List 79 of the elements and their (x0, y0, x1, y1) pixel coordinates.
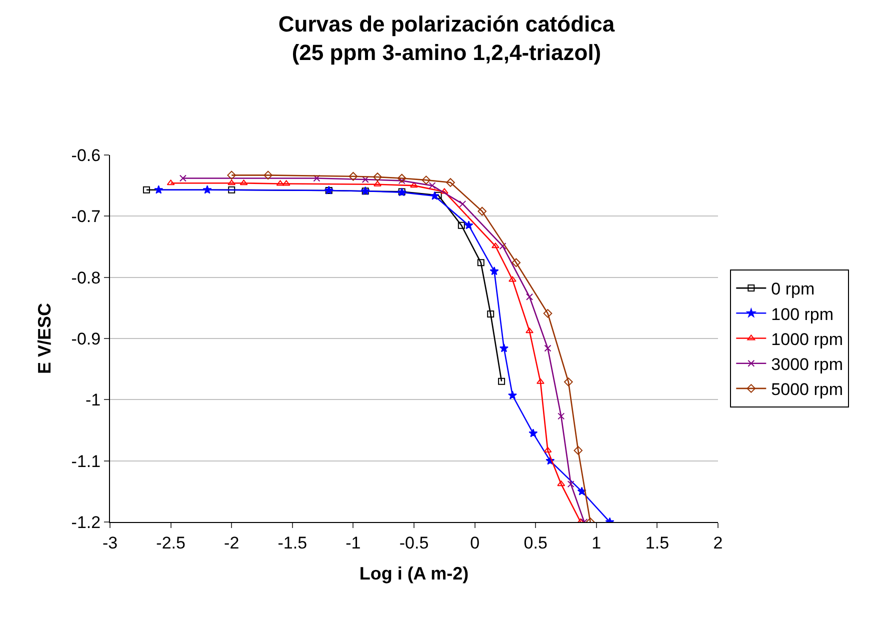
point (179, 174, 186, 182)
x-tick-label: -0.5 (399, 533, 429, 552)
point (422, 176, 431, 184)
y-axis-title: E V/ESC (34, 302, 55, 374)
x-tick-label: -2 (224, 533, 240, 552)
point (373, 172, 382, 182)
point (227, 170, 236, 180)
x-tick-label: 0.5 (524, 533, 548, 552)
y-tick-label: -0.6 (71, 146, 101, 165)
point (577, 486, 586, 496)
point (508, 276, 516, 282)
point (564, 378, 573, 386)
point (543, 309, 552, 318)
point (398, 177, 406, 184)
point (526, 293, 534, 300)
legend-label: 0 rpm (771, 280, 815, 299)
point (282, 180, 290, 186)
point (348, 172, 358, 181)
point (544, 446, 552, 452)
x-tick-label: -3 (102, 533, 118, 552)
y-tick-label: -0.9 (71, 329, 101, 348)
point (558, 412, 565, 420)
point (362, 176, 369, 183)
point (557, 480, 566, 486)
x-axis-title: Log i (A m-2) (359, 564, 469, 584)
point (166, 180, 175, 186)
point (397, 174, 406, 183)
point (536, 378, 544, 384)
x-tick-label: 2 (713, 533, 723, 552)
point (464, 220, 474, 230)
x-tick-label: 0 (470, 533, 480, 552)
point (202, 185, 212, 194)
point (458, 222, 465, 229)
point (440, 188, 448, 194)
point (446, 178, 455, 187)
point (228, 186, 236, 194)
x-tick-label: -2.5 (156, 533, 186, 552)
x-tick-label: 1 (592, 533, 602, 552)
point (410, 182, 418, 188)
point (490, 266, 499, 276)
chart-title: Curvas de polarización catódica (25 ppm 3-amino 1,2,4-triazol) (278, 11, 616, 65)
x-tick-label: -1 (346, 533, 361, 552)
point (512, 258, 521, 268)
point (526, 328, 534, 334)
point (477, 259, 484, 266)
point (434, 192, 442, 199)
x-tick-label: -1.5 (278, 533, 308, 552)
legend-label: 5000 rpm (771, 380, 843, 400)
point (492, 242, 500, 248)
point (498, 378, 506, 385)
point (544, 344, 552, 352)
point (142, 186, 150, 194)
point (499, 242, 506, 250)
point (459, 200, 466, 208)
point (478, 206, 486, 216)
point (264, 170, 272, 180)
y-tick-label: -1.1 (71, 452, 101, 471)
point (430, 191, 440, 200)
point (567, 480, 574, 488)
y-tick-label: -0.8 (71, 268, 101, 288)
point (428, 182, 436, 190)
y-tick-label: -1.2 (71, 512, 101, 532)
point (374, 180, 382, 186)
point (487, 310, 494, 318)
point (240, 180, 248, 186)
point (313, 174, 320, 182)
point (574, 446, 583, 455)
legend-label: 1000 rpm (771, 330, 843, 349)
y-tick-label: -0.7 (71, 207, 101, 226)
point (528, 428, 538, 438)
point (228, 180, 236, 186)
y-tick-label: -1 (85, 390, 101, 410)
point (154, 185, 164, 194)
legend-label: 100 rpm (771, 304, 834, 324)
legend-label: 3000 rpm (771, 354, 843, 374)
point (276, 180, 284, 186)
point (508, 390, 517, 400)
point (499, 344, 508, 352)
x-tick-label: 1.5 (645, 533, 670, 552)
